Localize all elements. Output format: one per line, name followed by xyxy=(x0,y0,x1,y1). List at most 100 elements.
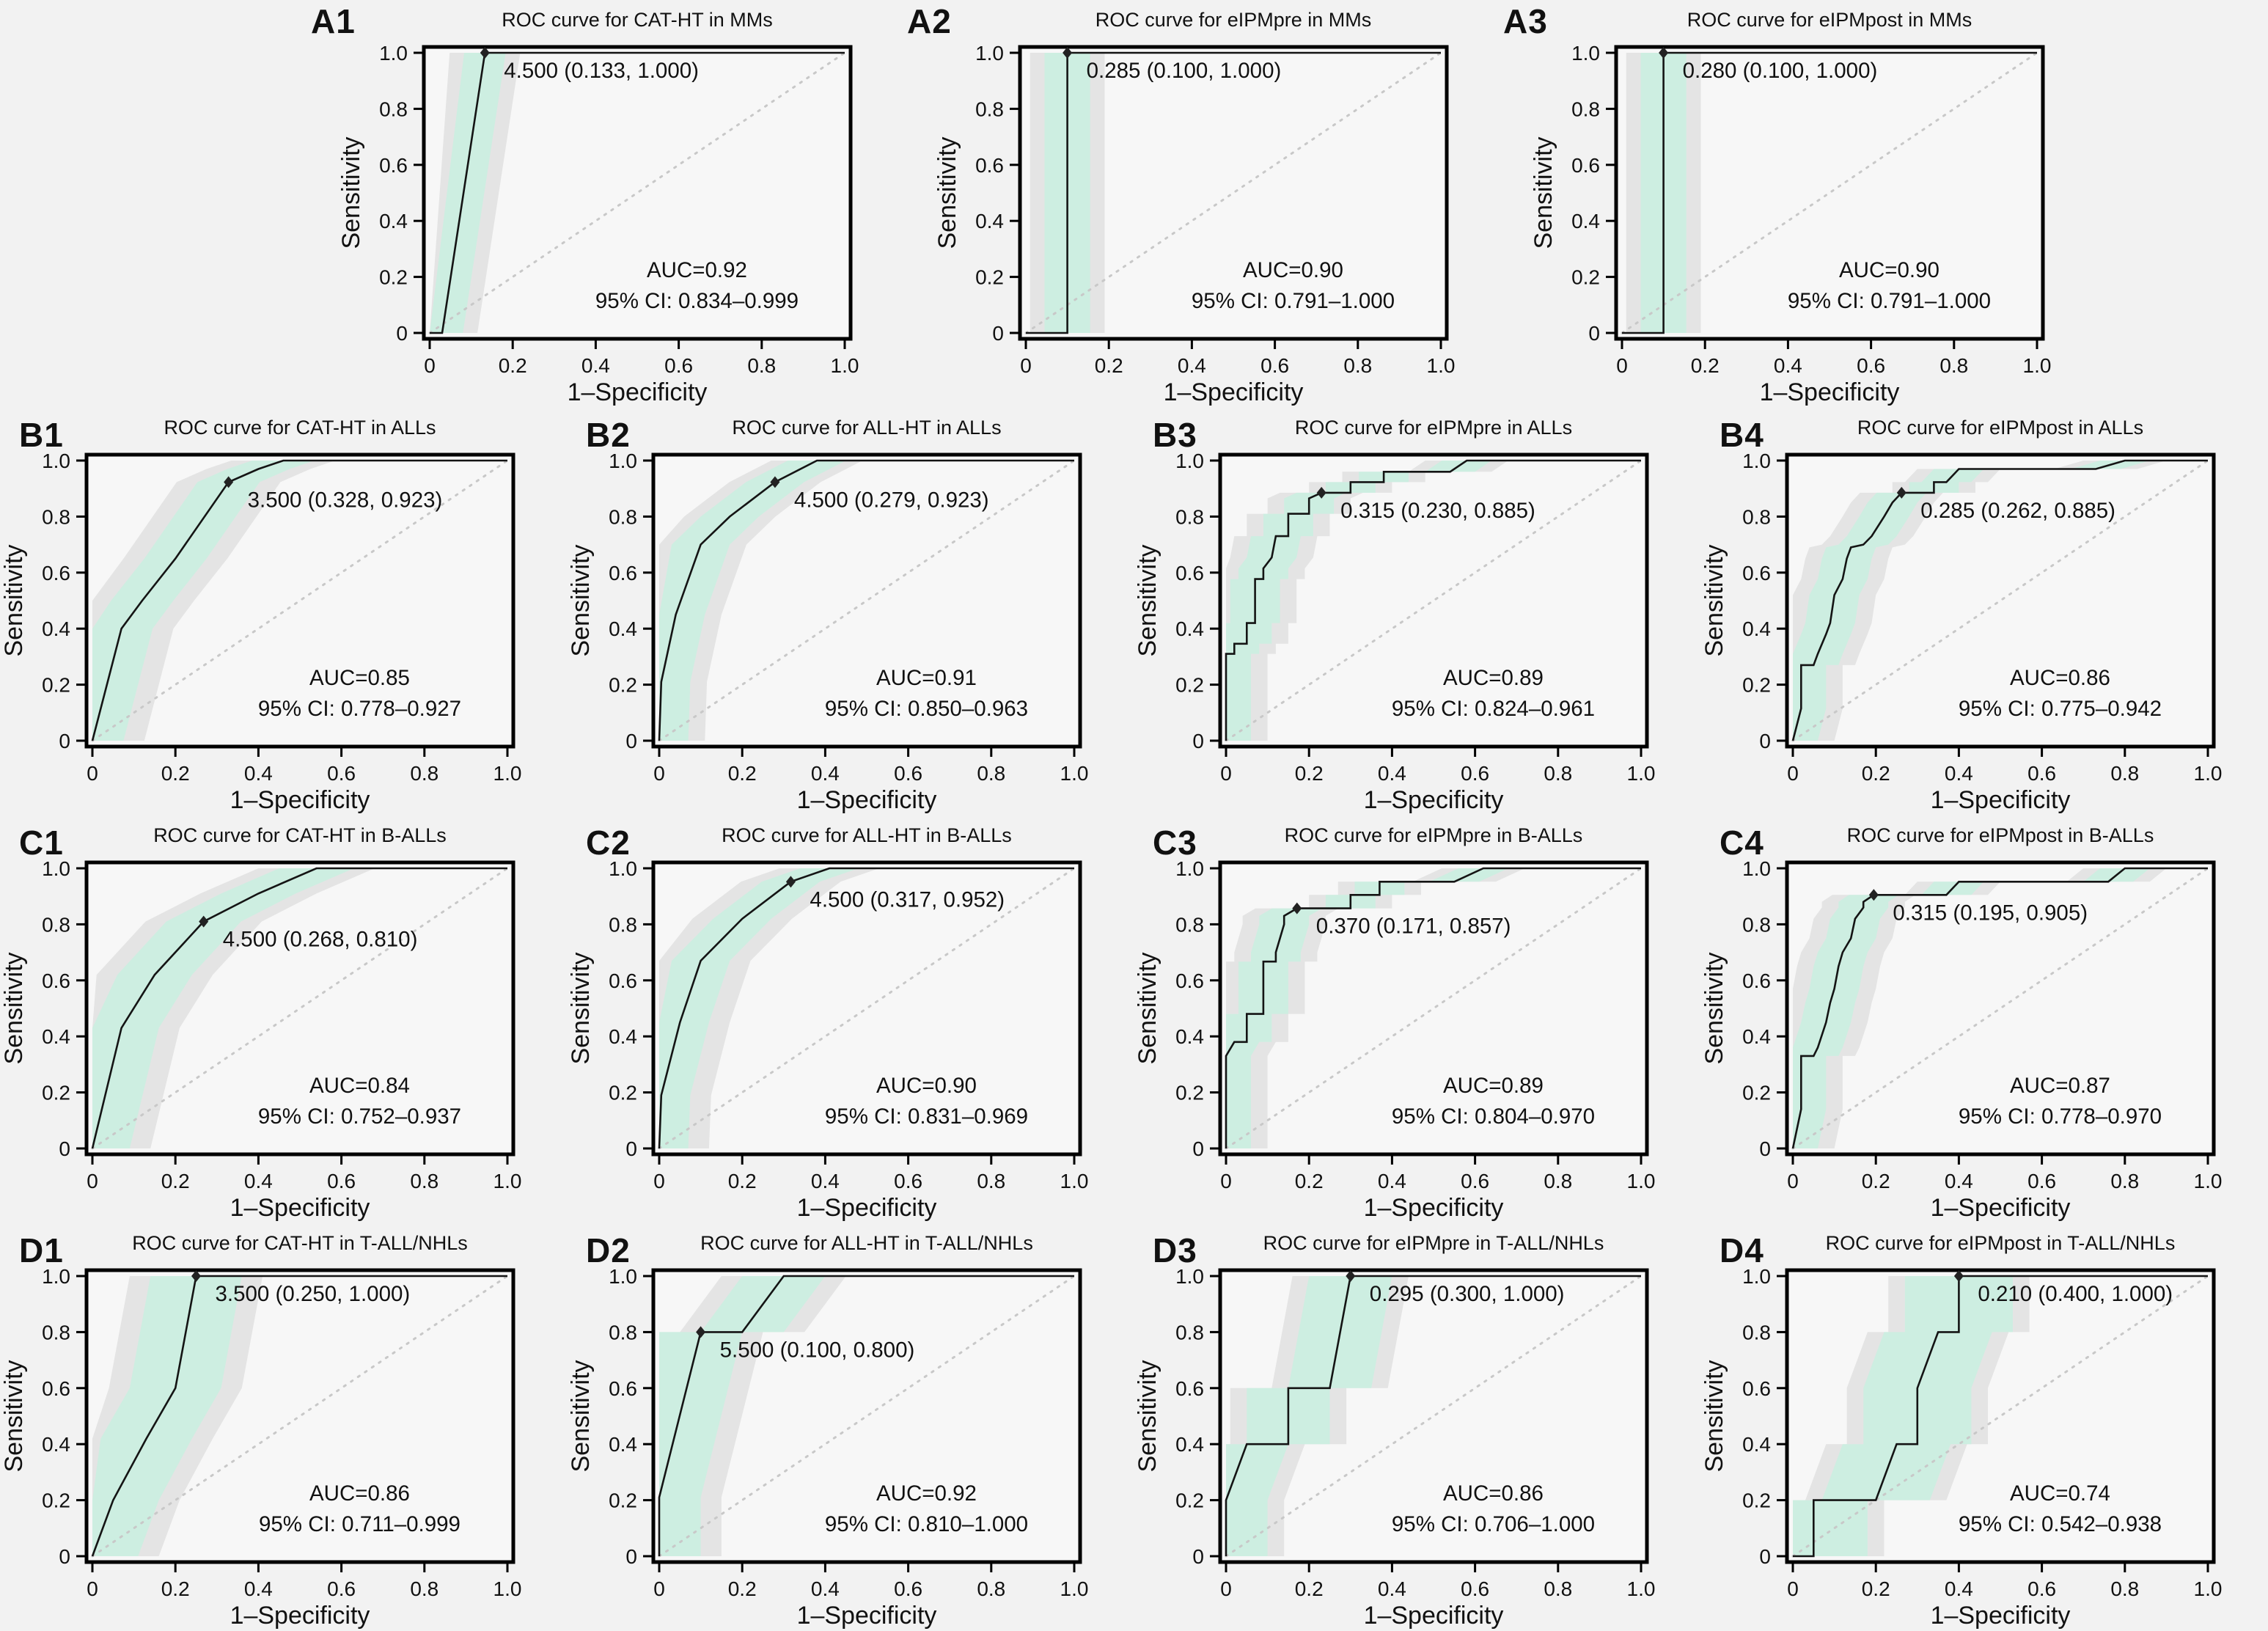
x-axis-label: 1–Specificity xyxy=(1364,1602,1504,1630)
y-tick-label: 1.0 xyxy=(1742,857,1771,880)
y-tick-label: 0 xyxy=(1759,1545,1771,1568)
roc-plot-B4: 00 0.2 0.2 0.4 0.4 0.6 0.6 0.8 0.8 1.0 1.0 ROC curv… xyxy=(1700,417,2222,814)
y-tick-label: 0.6 xyxy=(975,154,1004,177)
x-tick-label: 0.8 xyxy=(2110,762,2139,785)
x-tick-label: 0.2 xyxy=(1295,1170,1324,1192)
cutoff-marker xyxy=(696,1326,706,1338)
y-tick-label: 0 xyxy=(59,1545,70,1568)
roc-panel-B3: B3 0 0 0.2 0.2 0.4 0.4 0.6 0.6 0.8 0.8 1.0 1.0 ROC cu… xyxy=(1134,408,1700,816)
cutoff-marker xyxy=(1292,902,1302,915)
roc-panel-C1: C1 0 0 0.2 0.2 0.4 0.4 0.6 0.6 0.8 0.8 1.0 1.0 ROC cu… xyxy=(0,816,567,1223)
y-axis-label: Sensitivity xyxy=(337,136,365,249)
cutoff-annotation: 0.285 (0.262, 0.885) xyxy=(1920,499,2115,523)
plot-title: ROC curve for CAT-HT in MMs xyxy=(502,9,773,31)
plot-frame xyxy=(651,1268,1082,1564)
x-tick-label: 0.6 xyxy=(1461,1577,1489,1600)
y-tick-label: 1.0 xyxy=(42,450,70,472)
x-tick-label: 0.6 xyxy=(664,354,693,377)
figure-row-D: D1 0 0 0.2 0.2 0.4 0.4 0.6 0.6 0.8 0.8 1.0 1.0 ROC cu… xyxy=(0,1223,2268,1631)
diagonal-reference-line xyxy=(658,1275,1076,1558)
x-axis-label: 1–Specificity xyxy=(1931,786,2071,814)
x-tick-label: 0.8 xyxy=(410,1577,438,1600)
roc-panel-C3: C3 0 0 0.2 0.2 0.4 0.4 0.6 0.6 0.8 0.8 1.0 1.0 ROC cu… xyxy=(1134,816,1700,1223)
x-tick-label: 0.4 xyxy=(1178,354,1206,377)
diagonal-reference-line xyxy=(1791,867,2209,1150)
x-tick-label: 0.8 xyxy=(2110,1577,2139,1600)
y-tick-label: 0.8 xyxy=(1175,1321,1204,1344)
roc-curve xyxy=(1225,867,1641,1148)
x-tick-label: 0.6 xyxy=(1260,354,1289,377)
y-tick-label: 0.4 xyxy=(1742,617,1771,640)
roc-curve xyxy=(658,459,1074,741)
x-tick-label: 0 xyxy=(87,1170,98,1192)
x-tick-label: 0.6 xyxy=(327,1170,356,1192)
confidence-band-green xyxy=(1226,1276,1641,1556)
y-axis-label: Sensitivity xyxy=(1700,544,1728,656)
cutoff-marker xyxy=(199,915,209,928)
ci-value: 95% CI: 0.775–0.942 xyxy=(1959,697,2162,721)
plot-title: ROC curve for CAT-HT in T-ALL/NHLs xyxy=(132,1232,468,1254)
x-axis-label: 1–Specificity xyxy=(1931,1194,2071,1222)
roc-plot-D4: 00 0.2 0.2 0.4 0.4 0.6 0.6 0.8 0.8 1.0 1.0 ROC curv… xyxy=(1700,1232,2222,1630)
plot-frame xyxy=(1218,860,1649,1157)
roc-plot-A2: 00 0.2 0.2 0.4 0.4 0.6 0.6 0.8 0.8 1.0 1.0 ROC curv… xyxy=(933,9,1455,406)
diagonal-reference-line xyxy=(658,867,1076,1150)
x-axis-label: 1–Specificity xyxy=(1364,1194,1504,1222)
x-tick-label: 1.0 xyxy=(1627,1577,1656,1600)
panel-label: B2 xyxy=(586,416,631,454)
auc-value: AUC=0.90 xyxy=(876,1074,977,1098)
x-tick-label: 0 xyxy=(653,1170,665,1192)
roc-plot-C3: 00 0.2 0.2 0.4 0.4 0.6 0.6 0.8 0.8 1.0 1.0 ROC curv… xyxy=(1134,824,1655,1222)
y-tick-label: 1.0 xyxy=(1175,857,1204,880)
y-tick-label: 0 xyxy=(1192,1137,1204,1160)
y-axis-label: Sensitivity xyxy=(0,1360,28,1472)
cutoff-marker xyxy=(191,1270,201,1282)
roc-panel-D1: D1 0 0 0.2 0.2 0.4 0.4 0.6 0.6 0.8 0.8 1.0 1.0 ROC cu… xyxy=(0,1223,567,1631)
confidence-band-green xyxy=(430,53,845,333)
panel-label: D4 xyxy=(1720,1231,1764,1269)
ci-value: 95% CI: 0.706–1.000 xyxy=(1392,1512,1595,1536)
y-tick-label: 0.8 xyxy=(1571,98,1600,120)
x-tick-label: 0.2 xyxy=(1095,354,1123,377)
x-axis-label: 1–Specificity xyxy=(797,1602,937,1630)
auc-value: AUC=0.87 xyxy=(2010,1074,2110,1098)
panel-label: C3 xyxy=(1153,824,1197,862)
y-tick-label: 0 xyxy=(992,322,1004,345)
y-tick-label: 0.8 xyxy=(1742,1321,1771,1344)
roc-plot-A1: 00 0.2 0.2 0.4 0.4 0.6 0.6 0.8 0.8 1.0 1.0 ROC curv… xyxy=(337,9,859,406)
diagonal-reference-line xyxy=(91,1275,509,1558)
auc-value: AUC=0.91 xyxy=(876,666,977,690)
x-tick-label: 0.8 xyxy=(747,354,776,377)
y-tick-label: 0.6 xyxy=(609,970,637,992)
panel-label: C2 xyxy=(586,824,631,862)
y-tick-label: 0.8 xyxy=(1175,505,1204,528)
roc-curve xyxy=(91,459,507,741)
plot-title: ROC curve for eIPMpost in MMs xyxy=(1687,9,1972,31)
auc-value: AUC=0.85 xyxy=(309,666,410,690)
y-tick-label: 0.8 xyxy=(42,913,70,936)
y-tick-label: 1.0 xyxy=(609,1265,637,1288)
confidence-band-green xyxy=(1793,461,2208,741)
x-axis-label: 1–Specificity xyxy=(230,786,370,814)
y-axis-label: Sensitivity xyxy=(933,136,961,249)
x-tick-label: 0.8 xyxy=(410,762,438,785)
roc-plot-A3: 00 0.2 0.2 0.4 0.4 0.6 0.6 0.8 0.8 1.0 1.0 ROC curv… xyxy=(1530,9,2051,406)
y-axis-label: Sensitivity xyxy=(1134,952,1161,1064)
y-tick-label: 0.6 xyxy=(42,562,70,584)
y-tick-label: 0.8 xyxy=(42,1321,70,1344)
y-tick-label: 0 xyxy=(625,1137,637,1160)
plot-frame xyxy=(84,452,515,749)
diagonal-reference-line xyxy=(1024,51,1442,334)
x-tick-label: 0 xyxy=(424,354,436,377)
plot-title: ROC curve for ALL-HT in B-ALLs xyxy=(722,824,1012,846)
cutoff-annotation: 0.285 (0.100, 1.000) xyxy=(1087,59,1282,83)
x-tick-label: 1.0 xyxy=(1060,1170,1089,1192)
y-axis-label: Sensitivity xyxy=(1530,136,1557,249)
y-tick-label: 0.8 xyxy=(609,505,637,528)
y-tick-label: 0.6 xyxy=(609,1377,637,1400)
diagonal-reference-line xyxy=(1791,459,2209,742)
auc-value: AUC=0.74 xyxy=(2010,1481,2110,1506)
roc-curve xyxy=(1622,51,2037,334)
x-tick-label: 0.6 xyxy=(2027,762,2056,785)
